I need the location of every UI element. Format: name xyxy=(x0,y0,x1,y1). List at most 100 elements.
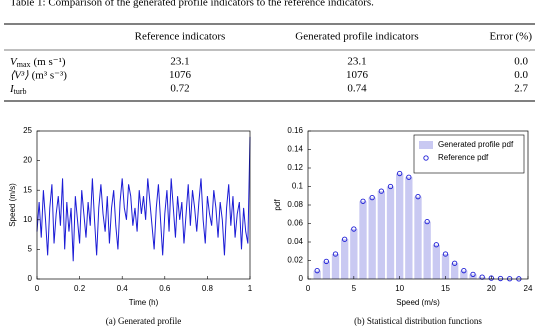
label-unit: (m³ s⁻³) xyxy=(32,69,68,81)
bar xyxy=(331,254,340,279)
plot-frame xyxy=(36,130,251,280)
y-axis-label: Speed (m/s) xyxy=(8,183,17,227)
point xyxy=(360,198,366,204)
legend-label: Generated profile pdf xyxy=(438,140,514,149)
x-tick-label: 0.4 xyxy=(117,284,129,293)
point xyxy=(415,194,421,200)
bar xyxy=(386,186,395,279)
table-cell: 2.7 xyxy=(514,83,528,95)
y-tick-label: 0.14 xyxy=(287,145,303,154)
point xyxy=(387,183,394,190)
point xyxy=(470,271,476,278)
bar xyxy=(396,173,404,279)
bar xyxy=(368,197,376,279)
x-axis-label: Speed (m/s) xyxy=(396,298,440,307)
label-unit: (m s⁻¹) xyxy=(34,56,66,68)
bar xyxy=(423,221,431,279)
table-cell: 1076 xyxy=(346,69,369,81)
table-header: Generated profile indicators xyxy=(295,31,418,43)
point xyxy=(323,258,329,265)
point xyxy=(378,188,384,194)
bar xyxy=(432,244,440,279)
row-label: ⟨V³⟩ (m³ s⁻³) xyxy=(10,69,67,81)
x-tick-label: 20 xyxy=(487,284,496,293)
point xyxy=(406,174,412,180)
y-tick-label: 0 xyxy=(299,274,304,283)
label-subscript: max xyxy=(17,60,31,69)
y-tick-label: 10 xyxy=(23,215,32,224)
table-cell: 0.0 xyxy=(514,56,528,68)
point xyxy=(452,260,458,266)
point xyxy=(497,275,504,282)
point xyxy=(369,194,375,201)
table-cell: 23.1 xyxy=(170,56,189,68)
bar xyxy=(322,261,330,279)
y-tick-label: 0.04 xyxy=(287,237,303,246)
y-tick-label: 0 xyxy=(28,274,33,283)
bar xyxy=(460,270,468,279)
y-tick-label: 20 xyxy=(23,156,32,165)
point xyxy=(342,236,348,242)
point xyxy=(314,268,320,274)
y-tick-label: 0.12 xyxy=(287,163,303,172)
y-tick-label: 5 xyxy=(28,245,33,254)
table-cell: 0.72 xyxy=(170,83,189,95)
x-tick-label: 0 xyxy=(306,284,311,293)
row-label: Vmax (m s⁻¹) xyxy=(10,56,66,69)
row-label: Iturb xyxy=(9,83,27,96)
point xyxy=(351,226,357,232)
y-axis-label: pdf xyxy=(273,199,282,211)
y-tick-label: 25 xyxy=(23,126,32,135)
figure-caption: (a) Generated profile xyxy=(106,316,181,326)
table-cell: 23.1 xyxy=(347,56,366,68)
label-subscript: turb xyxy=(14,87,27,96)
bar xyxy=(341,239,349,279)
y-tick-label: 15 xyxy=(23,185,32,194)
figure-caption: (b) Statistical distribution functions xyxy=(354,316,482,326)
x-tick-label: 10 xyxy=(395,284,404,293)
y-tick-label: 0.16 xyxy=(287,126,303,135)
table-header: Error (%) xyxy=(490,31,533,43)
x-tick-label: 0.6 xyxy=(159,284,171,293)
data-line xyxy=(36,136,251,262)
label-symbol: V xyxy=(10,56,18,68)
table-caption: Table 1: Comparison of the generated pro… xyxy=(10,0,374,9)
x-tick-label: 0.2 xyxy=(74,284,86,293)
bar xyxy=(441,254,450,279)
x-tick-label: 1 xyxy=(248,284,253,293)
x-tick-label: 0.8 xyxy=(202,284,214,293)
legend-label: Reference pdf xyxy=(438,153,489,162)
point xyxy=(488,275,494,281)
bar xyxy=(359,201,367,279)
table-cell: 0.0 xyxy=(514,69,528,81)
table-cell: 1076 xyxy=(169,69,192,81)
bar xyxy=(350,229,358,279)
bar xyxy=(414,196,422,279)
x-tick-label: 5 xyxy=(352,284,357,293)
x-tick-label: 0 xyxy=(35,284,40,293)
point xyxy=(442,251,449,257)
x-tick-label: 15 xyxy=(441,284,450,293)
point xyxy=(397,170,403,177)
point xyxy=(332,251,339,257)
y-tick-label: 0.1 xyxy=(292,182,304,191)
label-symbol: ⟨V³⟩ xyxy=(10,69,29,81)
bar xyxy=(478,277,486,279)
x-tick-label: 24 xyxy=(524,284,533,293)
label-symbol: I xyxy=(9,83,15,95)
point xyxy=(424,218,430,225)
point xyxy=(461,268,467,274)
table-cell: 0.74 xyxy=(347,83,367,95)
table-header: Reference indicators xyxy=(135,31,226,43)
y-tick-label: 0.06 xyxy=(287,219,303,228)
x-axis-label: Time (h) xyxy=(129,298,159,307)
y-tick-label: 0.08 xyxy=(287,200,303,209)
bar xyxy=(451,263,459,279)
bar xyxy=(313,270,321,279)
bar xyxy=(377,191,385,279)
legend-swatch xyxy=(419,141,433,149)
legend-swatch xyxy=(423,155,429,161)
y-tick-label: 0.02 xyxy=(287,256,303,265)
bar xyxy=(405,177,413,279)
